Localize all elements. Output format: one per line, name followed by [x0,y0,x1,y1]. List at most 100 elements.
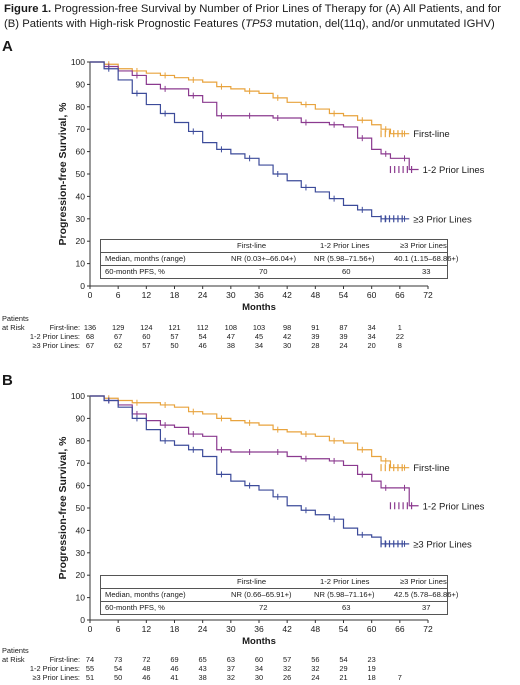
table-header-row: First-line 1-2 Prior Lines ≥3 Prior Lines [101,240,447,252]
series-line [90,61,419,171]
table-row: 60-month PFS, % 70 60 33 [101,265,447,278]
risk-count: 34 [254,341,264,350]
y-axis-label: Progression-free Survival, % [57,102,69,246]
y-tick-label: 70 [76,124,86,134]
risk-count: 32 [226,673,235,682]
panel-a-km-chart: 0 10 20 30 40 50 60 70 80 90 100 0 6 12 18 24 30 36 42 48 54… [57,57,485,312]
y-tick-label: 70 [76,458,86,468]
risk-count: 24 [311,673,320,682]
table-header-cell: First-line [237,577,267,586]
risk-count: 22 [395,332,404,341]
series-label: 1-2 Prior Lines [423,165,485,176]
table-cell: 33 [422,267,431,276]
x-tick-label: 12 [142,290,152,300]
y-tick-label: 0 [80,281,85,291]
table-cell: 70 [259,267,268,276]
y-tick-label: 40 [76,525,86,535]
panel-b-letter: B [2,372,13,389]
table-cell: 60 [342,267,351,276]
risk-table-title: Patients at Risk [2,314,29,332]
y-tick-label: 10 [76,593,86,603]
table-cell: Median, months (range) [105,254,186,263]
table-header-row: First-line 1-2 Prior Lines ≥3 Prior Lines [101,576,447,588]
table-cell: 72 [259,603,268,612]
risk-count: 39 [339,332,348,341]
risk-count: 43 [198,664,207,673]
risk-count: 34 [254,664,264,673]
x-tick-label: 18 [170,624,180,634]
risk-count: 55 [85,664,95,673]
y-tick-label: 0 [80,615,85,625]
y-tick-label: 90 [76,79,86,89]
risk-count: 47 [226,332,235,341]
risk-count: 32 [283,664,292,673]
risk-count: 57 [170,332,179,341]
x-tick-label: 0 [88,624,93,634]
risk-count: 30 [254,673,264,682]
risk-count: 28 [311,341,320,350]
x-tick-label: 60 [367,624,377,634]
risk-count: 60 [254,655,264,664]
table-cell: 37 [422,603,431,612]
risk-count: 91 [311,323,320,332]
series-line [90,395,410,469]
x-tick-label: 60 [367,290,377,300]
y-tick-label: 20 [76,570,86,580]
risk-count: 8 [397,341,402,350]
panel-a-letter: A [2,38,13,55]
risk-count: 38 [226,341,235,350]
series-line [90,61,410,135]
risk-count: 46 [170,664,179,673]
risk-count: 98 [283,323,292,332]
table-cell: 60-month PFS, % [105,603,165,612]
risk-count: 136 [83,323,97,332]
table-cell: 42.5 (5.78–68.86+) [394,590,459,599]
table-cell: NR (0.03+–66.04+) [231,254,297,263]
risk-count: 112 [196,323,209,332]
x-tick-label: 6 [116,290,121,300]
y-tick-label: 40 [76,191,86,201]
x-tick-label: 18 [170,290,180,300]
x-tick-label: 66 [395,290,405,300]
risk-row-label: ≥3 Prior Lines: [32,341,80,350]
risk-count: 54 [114,664,123,673]
series-label: First-line [413,463,449,474]
risk-count: 26 [283,673,292,682]
risk-count: 57 [283,655,292,664]
x-tick-label: 24 [198,624,208,634]
risk-table-title: Patients at Risk [2,646,29,664]
y-tick-label: 60 [76,481,86,491]
x-tick-label: 36 [254,624,264,634]
series-line [90,61,410,220]
y-tick-label: 30 [76,214,86,224]
series-label: ≥3 Prior Lines [413,539,472,550]
caption-text-1: Progression-free Survival by Number of P… [4,3,502,30]
table-row: Median, months (range) NR (0.66–65.91+) NR… [101,588,458,601]
table-header-cell: 1-2 Prior Lines [320,241,370,250]
table-header-cell: ≥3 Prior Lines [400,241,447,250]
risk-count: 67 [114,332,123,341]
risk-count: 21 [339,673,348,682]
risk-count: 34 [367,323,376,332]
risk-count: 54 [339,655,348,664]
risk-count: 74 [85,655,95,664]
x-tick-label: 36 [254,290,264,300]
caption-figure-number: Figure 1. [4,3,52,15]
x-tick-label: 72 [423,290,433,300]
risk-count: 63 [226,655,235,664]
x-tick-label: 54 [339,290,349,300]
y-tick-label: 60 [76,147,86,157]
risk-count: 50 [114,673,123,682]
risk-count: 108 [224,323,237,332]
y-tick-label: 50 [76,169,86,179]
risk-count: 51 [85,673,95,682]
risk-count: 45 [254,332,264,341]
table-cell: NR (5.98–71.16+) [314,590,375,599]
risk-count: 1 [397,323,402,332]
risk-count: 56 [311,655,320,664]
risk-count: 48 [142,664,151,673]
risk-count: 34 [367,332,376,341]
x-tick-label: 72 [423,624,433,634]
y-tick-label: 50 [76,503,86,513]
risk-count: 65 [198,655,207,664]
